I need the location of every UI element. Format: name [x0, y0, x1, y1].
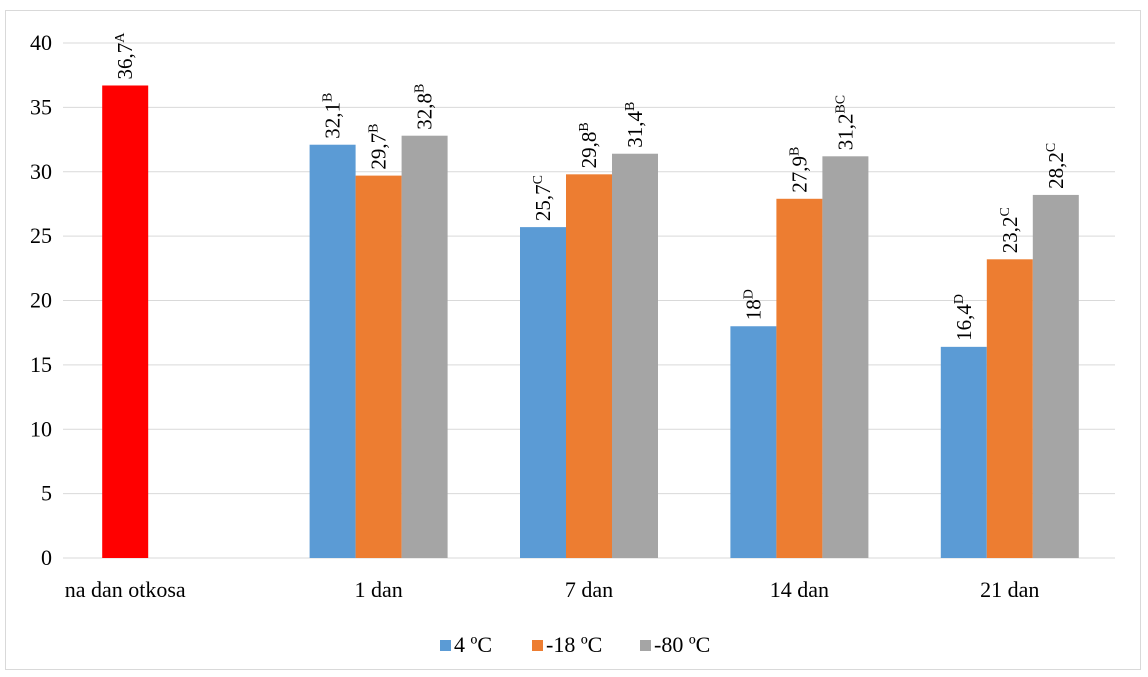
data-label-value: 16,4	[952, 304, 976, 341]
bar-series-0	[730, 326, 777, 558]
data-label: 31,4B	[623, 102, 647, 148]
legend-swatch	[532, 640, 543, 651]
data-label-value: 18	[741, 299, 765, 320]
data-label-value: 29,8	[577, 132, 601, 169]
bar-baseline	[102, 85, 149, 559]
legend-swatch	[440, 640, 451, 651]
data-label: 36,7A	[113, 32, 137, 80]
x-axis-ticks: na dan otkosa 1 dan 7 dan 14 dan 21 dan	[65, 577, 1040, 602]
bars	[102, 85, 1079, 559]
data-label: 29,8B	[577, 122, 601, 168]
data-label-letter: C	[1044, 143, 1059, 152]
legend: 4 ºC -18 ºC -80 ºC	[440, 632, 710, 657]
data-label-value: 28,2	[1044, 152, 1068, 189]
bar-series-1	[986, 259, 1033, 558]
data-label-value: 31,4	[623, 110, 647, 147]
x-tick-label: na dan otkosa	[65, 577, 186, 602]
data-label: 32,8B	[413, 84, 437, 130]
bar-series-1	[355, 175, 402, 559]
data-label-letter: B	[413, 84, 428, 93]
bar-series-2	[1032, 194, 1079, 559]
data-label-letter: BC	[833, 95, 848, 114]
data-label-value: 27,9	[787, 156, 811, 193]
bar-series-1	[776, 198, 823, 558]
y-tick-label: 25	[30, 223, 52, 248]
data-label: 31,2BC	[833, 95, 857, 150]
y-tick-label: 30	[30, 159, 52, 184]
data-label: 16,4D	[952, 294, 976, 341]
data-label-letter: D	[952, 294, 967, 304]
y-axis-ticks: 0 5 10 15 20 25 30 35 40	[30, 30, 52, 570]
y-tick-label: 0	[41, 545, 52, 570]
data-label-letter: B	[577, 122, 592, 131]
data-label: 32,1B	[321, 93, 345, 139]
bar-series-1	[566, 174, 612, 558]
y-tick-label: 10	[30, 416, 52, 441]
legend-label: 4 ºC	[454, 632, 492, 657]
data-label-letter: B	[787, 147, 802, 156]
data-label: 23,2C	[998, 207, 1022, 253]
data-label-value: 23,2	[998, 217, 1022, 254]
bar-series-2	[612, 153, 658, 558]
data-label-value: 25,7	[531, 184, 555, 221]
data-label-value: 32,8	[413, 93, 437, 130]
y-tick-label: 15	[30, 352, 52, 377]
data-label-letter: B	[321, 93, 336, 102]
data-label: 25,7C	[531, 175, 555, 221]
y-tick-label: 35	[30, 94, 52, 119]
bar-series-2	[822, 156, 869, 559]
x-tick-label: 14 dan	[770, 577, 829, 602]
bar-series-0	[940, 346, 987, 558]
data-label-letter: A	[113, 32, 128, 43]
bar-series-2	[401, 135, 448, 558]
data-label-value: 31,2	[833, 114, 857, 151]
data-label-value: 29,7	[367, 133, 391, 170]
data-label: 29,7B	[367, 124, 391, 170]
data-label-letter: B	[623, 102, 638, 111]
x-tick-label: 1 dan	[354, 577, 402, 602]
data-label-letter: C	[531, 175, 546, 184]
legend-label: -80 ºC	[654, 632, 710, 657]
legend-label: -18 ºC	[546, 632, 602, 657]
x-tick-label: 7 dan	[565, 577, 613, 602]
y-tick-label: 5	[41, 481, 52, 506]
data-label: 28,2C	[1044, 143, 1068, 189]
legend-swatch	[640, 640, 651, 651]
y-tick-label: 40	[30, 30, 52, 55]
data-label: 18D	[741, 289, 765, 320]
bar-series-0	[520, 227, 566, 559]
data-label: 27,9B	[787, 147, 811, 193]
x-tick-label: 21 dan	[980, 577, 1039, 602]
data-label-value: 32,1	[321, 102, 345, 139]
data-label-letter: D	[741, 289, 756, 299]
y-tick-label: 20	[30, 288, 52, 313]
bar-series-0	[309, 144, 356, 558]
data-label-letter: B	[367, 124, 382, 133]
data-label-letter: C	[998, 207, 1013, 216]
data-label-value: 36,7	[113, 43, 137, 80]
